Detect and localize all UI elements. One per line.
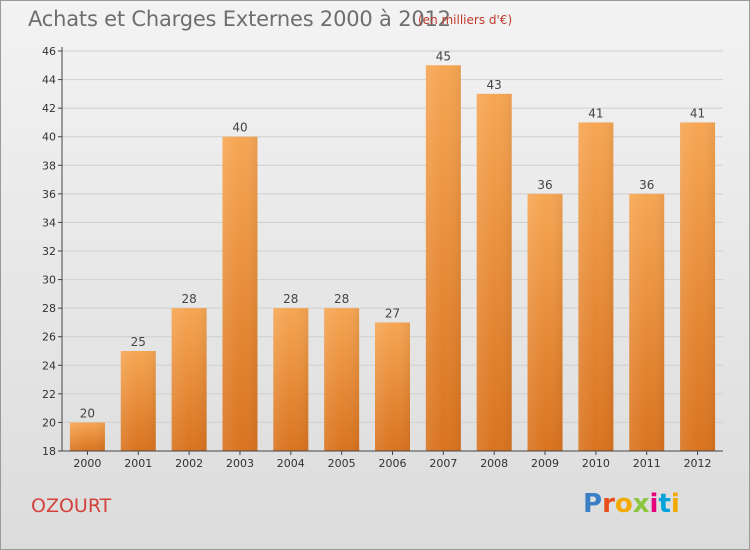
logo-letter: t xyxy=(658,489,671,519)
y-tick-label: 42 xyxy=(42,102,56,115)
bar-shine xyxy=(425,65,461,452)
y-tick-label: 36 xyxy=(42,188,56,201)
data-label: 36 xyxy=(639,178,654,192)
data-label: 40 xyxy=(232,121,247,135)
bar-shine xyxy=(375,322,410,451)
data-label: 27 xyxy=(385,306,400,320)
x-tick-label: 2009 xyxy=(531,457,559,470)
bars xyxy=(69,65,716,452)
x-tick-label: 2005 xyxy=(328,457,356,470)
logo-letter: i xyxy=(649,489,659,519)
bar-shine xyxy=(629,193,665,451)
data-label: 43 xyxy=(487,78,502,92)
data-label: 45 xyxy=(436,49,451,63)
chart-subtitle: (en milliers d'€) xyxy=(418,13,513,27)
x-tick-label: 2011 xyxy=(633,457,661,470)
y-tick-label: 46 xyxy=(42,45,56,58)
y-tick-label: 24 xyxy=(42,359,56,372)
logo-letter: x xyxy=(632,489,650,519)
y-tick-label: 40 xyxy=(42,131,56,144)
logo-letter: i xyxy=(670,489,680,519)
logo-letter: o xyxy=(614,489,633,519)
y-tick-label: 34 xyxy=(42,216,56,229)
x-tick-label: 2007 xyxy=(429,457,457,470)
logo-letter: P xyxy=(583,489,603,519)
x-tick-label: 2004 xyxy=(277,457,305,470)
bar-shine xyxy=(171,308,207,451)
x-tick-label: 2010 xyxy=(582,457,610,470)
data-label: 25 xyxy=(131,335,146,349)
data-label: 28 xyxy=(334,292,349,306)
x-tick-label: 2006 xyxy=(379,457,407,470)
y-tick-label: 38 xyxy=(42,159,56,172)
bar-shine xyxy=(273,308,309,451)
data-label: 28 xyxy=(283,292,298,306)
bar-shine xyxy=(69,422,105,451)
data-label: 41 xyxy=(588,106,603,120)
x-tick-label: 2012 xyxy=(684,457,712,470)
x-tick-label: 2008 xyxy=(480,457,508,470)
bar-shine xyxy=(527,193,563,451)
y-tick-label: 18 xyxy=(42,445,56,458)
y-tick-label: 22 xyxy=(42,388,56,401)
commune-name: OZOURT xyxy=(31,495,112,517)
labels: 18 20 22 24 26 28 30 32 34 36 38 40 42 44 46 20 2000 25 20… xyxy=(42,45,712,470)
bar-shine xyxy=(222,136,258,451)
y-tick-label: 44 xyxy=(42,74,56,87)
chart-title: Achats et Charges Externes 2000 à 2012 xyxy=(28,7,451,31)
data-label: 28 xyxy=(181,292,196,306)
y-tick-label: 20 xyxy=(42,416,56,429)
y-tick-label: 26 xyxy=(42,331,56,344)
x-tick-label: 2001 xyxy=(124,457,152,470)
x-tick-label: 2002 xyxy=(175,457,203,470)
bar-shine xyxy=(476,93,512,451)
x-tick-label: 2000 xyxy=(73,457,101,470)
bar-shine xyxy=(120,351,156,451)
data-label: 20 xyxy=(80,406,95,420)
bar-shine xyxy=(578,122,614,451)
proxiti-logo: Proxiti xyxy=(583,489,680,519)
y-tick-label: 28 xyxy=(42,302,56,315)
axes xyxy=(58,47,723,455)
bar-shine xyxy=(324,308,360,451)
logo-letter: r xyxy=(602,489,615,519)
y-tick-label: 30 xyxy=(42,274,56,287)
data-label: 36 xyxy=(537,178,552,192)
data-label: 41 xyxy=(690,106,705,120)
x-tick-label: 2003 xyxy=(226,457,254,470)
y-tick-label: 32 xyxy=(42,245,56,258)
bar-shine xyxy=(680,122,716,451)
